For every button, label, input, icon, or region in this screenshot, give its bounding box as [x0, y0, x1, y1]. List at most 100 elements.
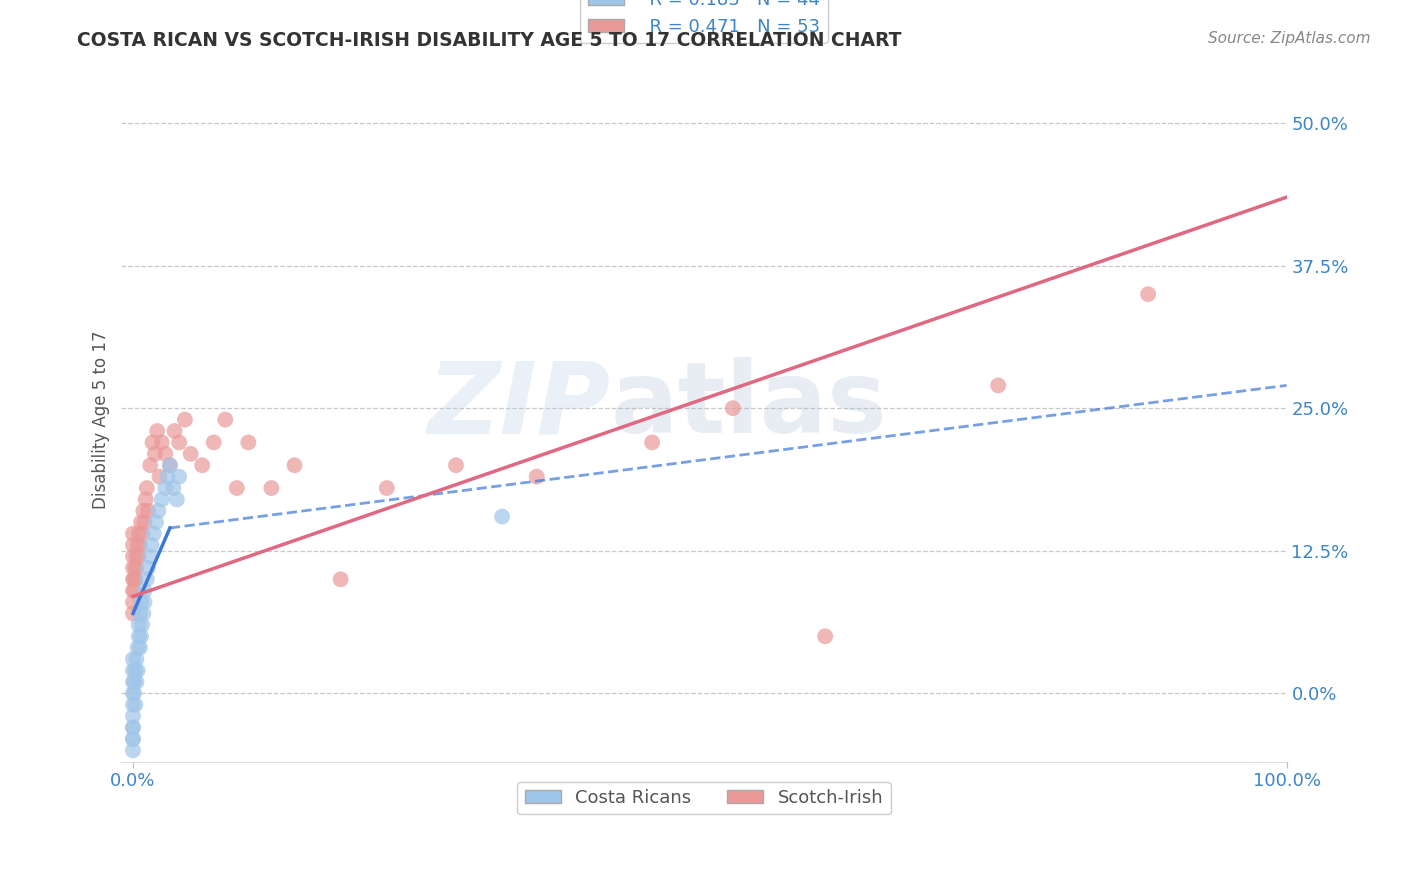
Point [283, 458, 305, 473]
Point [127, 664, 149, 678]
Point [122, 698, 145, 712]
Text: atlas: atlas [610, 358, 887, 454]
Point [159, 458, 181, 473]
Point [238, 435, 260, 450]
Point [202, 435, 225, 450]
Point [260, 481, 283, 495]
Point [124, 698, 146, 712]
Point [122, 526, 145, 541]
Point [163, 424, 186, 438]
Point [444, 458, 467, 473]
Point [1137, 287, 1160, 301]
Point [987, 378, 1010, 392]
Point [641, 435, 664, 450]
Point [134, 595, 156, 609]
Point [129, 607, 152, 621]
Point [491, 509, 513, 524]
Point [132, 607, 155, 621]
Point [139, 458, 162, 473]
Point [721, 401, 744, 416]
Point [329, 572, 352, 586]
Point [136, 561, 159, 575]
Point [122, 561, 145, 575]
Point [135, 572, 157, 586]
Point [375, 481, 398, 495]
Y-axis label: Disability Age 5 to 17: Disability Age 5 to 17 [93, 330, 110, 508]
Point [125, 674, 148, 689]
Text: Source: ZipAtlas.com: Source: ZipAtlas.com [1208, 31, 1371, 46]
Point [129, 640, 152, 655]
Point [124, 572, 146, 586]
Point [127, 640, 149, 655]
Point [122, 721, 145, 735]
Point [214, 412, 236, 426]
Point [129, 515, 152, 529]
Point [131, 526, 153, 541]
Point [128, 629, 150, 643]
Point [139, 549, 162, 564]
Point [146, 424, 169, 438]
Point [180, 447, 202, 461]
Point [225, 481, 247, 495]
Point [134, 583, 156, 598]
Point [166, 492, 188, 507]
Point [814, 629, 837, 643]
Point [122, 664, 145, 678]
Point [526, 469, 548, 483]
Point [122, 674, 145, 689]
Point [128, 526, 150, 541]
Point [122, 583, 145, 598]
Point [129, 538, 152, 552]
Point [174, 412, 197, 426]
Point [122, 538, 145, 552]
Point [122, 652, 145, 666]
Point [122, 731, 145, 746]
Point [122, 595, 145, 609]
Point [124, 561, 146, 575]
Point [128, 549, 150, 564]
Point [191, 458, 214, 473]
Point [127, 538, 149, 552]
Point [131, 618, 153, 632]
Point [155, 481, 177, 495]
Point [129, 629, 152, 643]
Point [142, 526, 165, 541]
Legend: Costa Ricans, Scotch-Irish: Costa Ricans, Scotch-Irish [517, 782, 891, 814]
Point [122, 731, 145, 746]
Point [122, 686, 145, 700]
Point [150, 435, 173, 450]
Point [122, 583, 145, 598]
Point [148, 504, 170, 518]
Point [141, 538, 163, 552]
Point [128, 618, 150, 632]
Text: COSTA RICAN VS SCOTCH-IRISH DISABILITY AGE 5 TO 17 CORRELATION CHART: COSTA RICAN VS SCOTCH-IRISH DISABILITY A… [77, 31, 901, 50]
Point [125, 561, 148, 575]
Point [135, 492, 157, 507]
Point [122, 709, 145, 723]
Point [125, 652, 148, 666]
Point [122, 686, 145, 700]
Point [167, 435, 190, 450]
Point [122, 549, 145, 564]
Point [122, 743, 145, 757]
Point [159, 458, 181, 473]
Point [148, 469, 170, 483]
Point [143, 447, 166, 461]
Point [132, 504, 155, 518]
Point [142, 435, 165, 450]
Point [136, 504, 159, 518]
Text: ZIP: ZIP [427, 358, 610, 454]
Point [150, 492, 173, 507]
Point [122, 572, 145, 586]
Point [145, 515, 167, 529]
Point [129, 595, 152, 609]
Point [122, 721, 145, 735]
Point [122, 607, 145, 621]
Point [156, 469, 179, 483]
Point [162, 481, 184, 495]
Point [134, 515, 156, 529]
Point [124, 664, 146, 678]
Point [125, 549, 148, 564]
Point [122, 674, 145, 689]
Point [155, 447, 177, 461]
